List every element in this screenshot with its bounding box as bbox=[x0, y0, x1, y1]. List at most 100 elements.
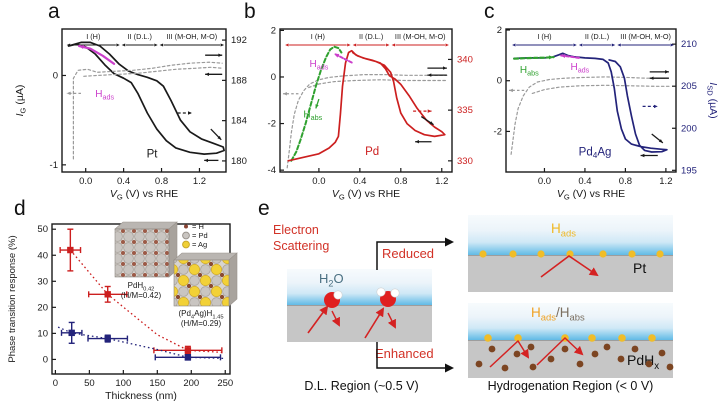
arrowhead bbox=[509, 88, 513, 93]
pd-ig-loop bbox=[287, 49, 446, 162]
h-abs-curve bbox=[290, 45, 343, 162]
reduced-label: Reduced bbox=[382, 246, 435, 261]
chart-element: Pt bbox=[147, 149, 159, 161]
pt-isd-forward bbox=[72, 61, 223, 160]
chart-element: G bbox=[339, 192, 345, 201]
chart-element: 4 bbox=[593, 151, 598, 160]
chart-element: -1 bbox=[50, 160, 58, 171]
chart-element: V bbox=[557, 188, 565, 200]
inset-pd4ag-label: (Pd4Ag)H1.45 bbox=[178, 309, 223, 320]
h2o-label: H2O bbox=[319, 271, 344, 289]
metal-slab-left bbox=[287, 305, 432, 342]
water-layer-pdhx bbox=[468, 303, 673, 340]
legend-label: = Ag bbox=[192, 240, 207, 249]
x-tick-label: 0.0 bbox=[538, 176, 551, 187]
arrowhead bbox=[204, 158, 208, 163]
chart-element: 0.42 bbox=[143, 286, 154, 292]
pd4ag-response-trend bbox=[57, 326, 226, 360]
chart-element: 188 bbox=[231, 75, 247, 86]
arrowhead bbox=[512, 43, 516, 47]
legend-dot-Pd bbox=[182, 231, 190, 240]
legend-dot-H bbox=[184, 224, 188, 229]
panel-c-label: c bbox=[484, 0, 495, 23]
inset-pdh-front-face bbox=[114, 228, 170, 278]
pd-response-trend bbox=[69, 249, 226, 354]
arrowhead bbox=[159, 43, 164, 47]
chart-element: III (M-OH, M-O) bbox=[395, 32, 446, 41]
x-axis-label: Thickness (nm) bbox=[105, 390, 177, 401]
x-tick-label: 0.8 bbox=[155, 176, 168, 187]
x-tick-label: 1.2 bbox=[659, 176, 672, 187]
chart-element: V bbox=[332, 188, 340, 200]
y-tick-label: 10 bbox=[37, 328, 48, 339]
x-tick-label: 0.0 bbox=[79, 176, 92, 187]
chart-element: III (M-OH, M-O) bbox=[620, 32, 671, 41]
chart-element: = Ag bbox=[192, 240, 207, 249]
y2-axis-label: ISD (µA) bbox=[706, 82, 719, 118]
axes-frame bbox=[61, 28, 227, 173]
x-tick-label: 200 bbox=[183, 378, 199, 389]
region-label: I (H) bbox=[86, 32, 100, 41]
h-ads-part: Hads bbox=[531, 305, 556, 324]
chart-element: 100 bbox=[115, 378, 131, 389]
y-tick-label: 0 bbox=[497, 76, 502, 87]
legend-label: = Pd bbox=[192, 231, 208, 240]
y-tick-label: 30 bbox=[37, 276, 48, 287]
inset-pd4ag-side-face bbox=[228, 252, 238, 307]
arrowhead bbox=[116, 43, 120, 47]
h-abs-segment bbox=[512, 55, 555, 60]
x-tick-label: 0.4 bbox=[578, 176, 591, 187]
arrowhead bbox=[188, 111, 192, 115]
arrowhead bbox=[66, 91, 71, 96]
x-tick-label: 1.2 bbox=[435, 176, 448, 187]
chart-element: 200 bbox=[681, 123, 697, 134]
chart-element: 335 bbox=[457, 105, 473, 116]
x-tick-label: 50 bbox=[84, 378, 95, 389]
h-abs-label: Habs bbox=[520, 65, 539, 77]
y2-tick-label: 184 bbox=[231, 116, 247, 127]
x-tick-label: 100 bbox=[115, 378, 131, 389]
x-tick-label: 0.8 bbox=[394, 176, 407, 187]
inset-pdh-top-face bbox=[114, 221, 178, 230]
h2o-main: H bbox=[319, 271, 329, 286]
arrowhead bbox=[391, 43, 396, 47]
chart-element: 340 bbox=[457, 54, 473, 65]
chart-element: Ag)H bbox=[194, 309, 212, 318]
chart-element: 330 bbox=[457, 156, 473, 167]
pd-response-marker bbox=[67, 246, 74, 254]
x-axis-label: VG (V) vs RHE bbox=[110, 188, 178, 201]
pd4ag-ig-loop bbox=[513, 52, 668, 153]
h-ads-label: Hads bbox=[309, 59, 328, 71]
chart-element: 2 bbox=[271, 25, 276, 36]
arrowhead bbox=[670, 43, 674, 47]
x-tick-label: 250 bbox=[217, 378, 233, 389]
chart-element: (Pd bbox=[178, 309, 190, 318]
hydrogenation-caption: Hydrogenation Region (< 0 V) bbox=[487, 379, 654, 393]
y-tick-label: 20 bbox=[37, 302, 48, 313]
y2-tick-label: 180 bbox=[231, 156, 247, 167]
pd4ag-response-marker bbox=[68, 329, 75, 337]
y-tick-label: 2 bbox=[271, 25, 276, 36]
pd-response-marker bbox=[184, 347, 192, 354]
chart-element: H bbox=[303, 110, 310, 121]
chart-element: 0.4 bbox=[578, 176, 591, 187]
arrowhead bbox=[658, 139, 663, 143]
chart-element: 0 bbox=[271, 72, 276, 83]
chart-element: I (H) bbox=[86, 32, 100, 41]
arrowhead bbox=[386, 43, 390, 47]
arrowhead bbox=[611, 43, 616, 47]
axes-frame bbox=[279, 28, 453, 173]
arrowhead bbox=[654, 104, 658, 109]
arrowhead bbox=[429, 121, 434, 125]
electron-scattering-text: Electron Scattering bbox=[273, 223, 330, 253]
panel-e-label: e bbox=[258, 197, 270, 220]
chart-element: = H bbox=[192, 222, 204, 231]
x-tick-label: 0.4 bbox=[353, 176, 366, 187]
pd4ag-response-marker bbox=[184, 354, 192, 361]
chart-element: 210 bbox=[681, 39, 697, 50]
arrowhead bbox=[154, 43, 158, 47]
arrowhead bbox=[578, 43, 583, 47]
arrowhead bbox=[218, 53, 223, 57]
chart-element: Pd bbox=[365, 146, 379, 158]
